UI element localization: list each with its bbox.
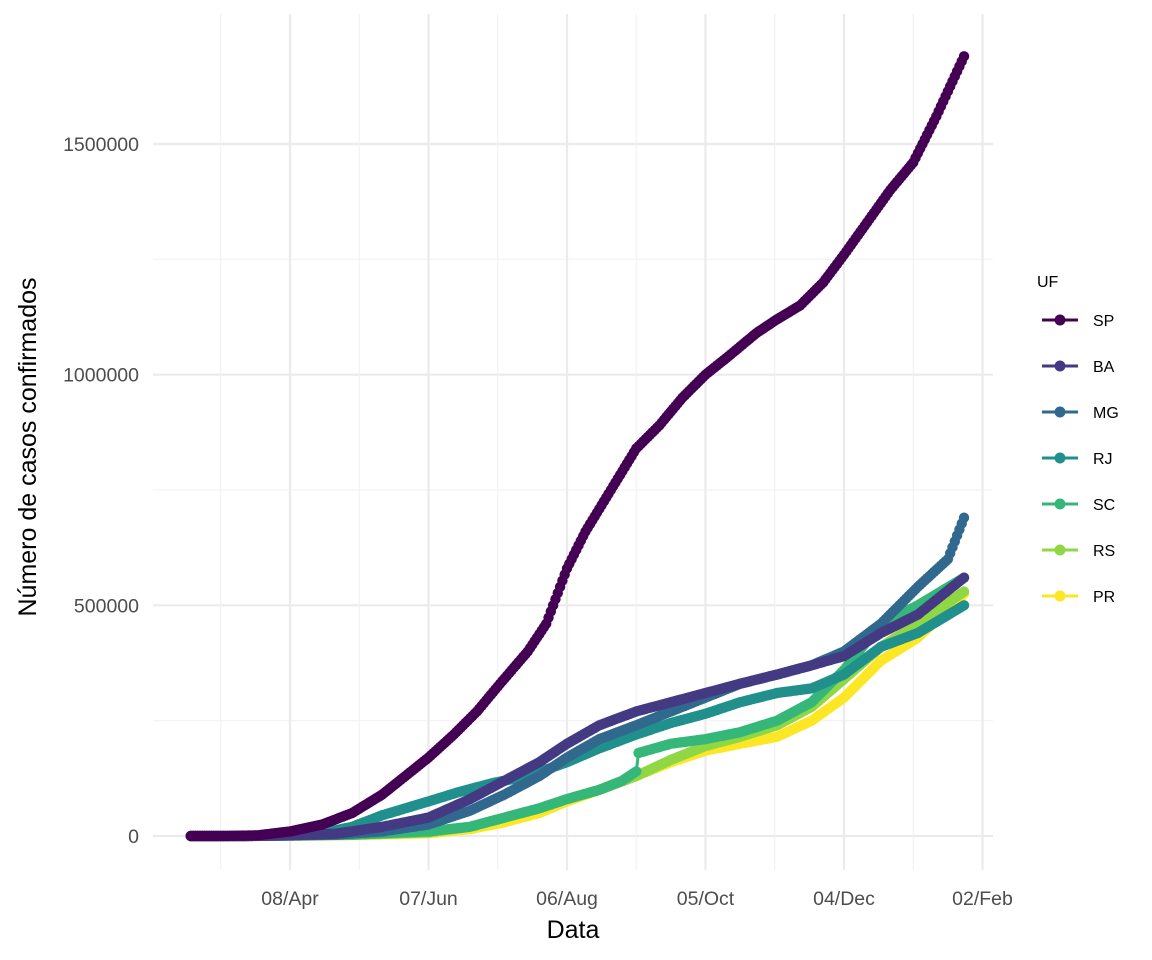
- legend-label: RS: [1093, 543, 1115, 560]
- legend-item-pr: PR: [1042, 589, 1115, 606]
- y-tick-label: 1500000: [63, 134, 139, 156]
- legend-key-point: [1054, 452, 1066, 464]
- legend-item-rs: RS: [1042, 543, 1115, 560]
- y-tick-label: 0: [128, 826, 139, 848]
- x-tick-label: 06/Aug: [536, 888, 598, 910]
- data-point: [958, 512, 970, 523]
- legend-label: RJ: [1093, 451, 1113, 468]
- series-layer: [185, 51, 970, 842]
- data-point: [958, 600, 970, 611]
- legend-item-sp: SP: [1042, 313, 1114, 330]
- legend-item-sc: SC: [1042, 497, 1115, 514]
- x-tick-label: 08/Apr: [261, 888, 319, 910]
- legend-label: PR: [1093, 589, 1115, 606]
- legend-label: BA: [1093, 359, 1115, 376]
- legend-key-point: [1054, 590, 1066, 602]
- series-sc: [185, 572, 970, 842]
- y-tick-label: 1000000: [63, 365, 139, 387]
- legend-item-rj: RJ: [1042, 451, 1113, 468]
- legend-key-point: [1054, 544, 1066, 556]
- y-tick-label: 500000: [74, 595, 139, 617]
- legend-key-point: [1054, 314, 1066, 326]
- legend-label: MG: [1093, 405, 1119, 422]
- data-point: [958, 586, 970, 597]
- series-pr: [185, 588, 970, 842]
- x-tick-label: 05/Oct: [677, 888, 735, 910]
- x-tick-label: 02/Feb: [952, 888, 1013, 910]
- y-axis-ticks: 0 500000 1000000 1500000: [63, 134, 139, 848]
- x-axis-title: Data: [547, 916, 600, 944]
- legend-key-point: [1054, 498, 1066, 510]
- legend-item-ba: BA: [1042, 359, 1115, 376]
- legend-key-point: [1054, 360, 1066, 372]
- y-axis-title: Número de casos confirmados: [14, 277, 42, 616]
- data-point: [958, 51, 970, 62]
- series-line-sp: [190, 55, 966, 838]
- legend: UF SP BA MG RJ SC RS PR: [1037, 274, 1119, 606]
- legend-items: SP BA MG RJ SC RS PR: [1042, 313, 1119, 606]
- legend-key-point: [1054, 406, 1066, 418]
- x-axis-ticks: 08/Apr 07/Jun 06/Aug 05/Oct 04/Dec 02/Feb: [261, 888, 1013, 910]
- data-point: [958, 572, 970, 583]
- legend-title: UF: [1037, 274, 1059, 291]
- x-tick-label: 04/Dec: [813, 888, 875, 910]
- legend-item-mg: MG: [1042, 405, 1119, 422]
- data-point: [631, 766, 642, 777]
- x-tick-label: 07/Jun: [399, 888, 458, 910]
- legend-label: SP: [1093, 313, 1114, 330]
- legend-label: SC: [1093, 497, 1115, 514]
- series-ba: [185, 572, 970, 842]
- series-sp: [185, 51, 970, 842]
- grid: [153, 14, 993, 870]
